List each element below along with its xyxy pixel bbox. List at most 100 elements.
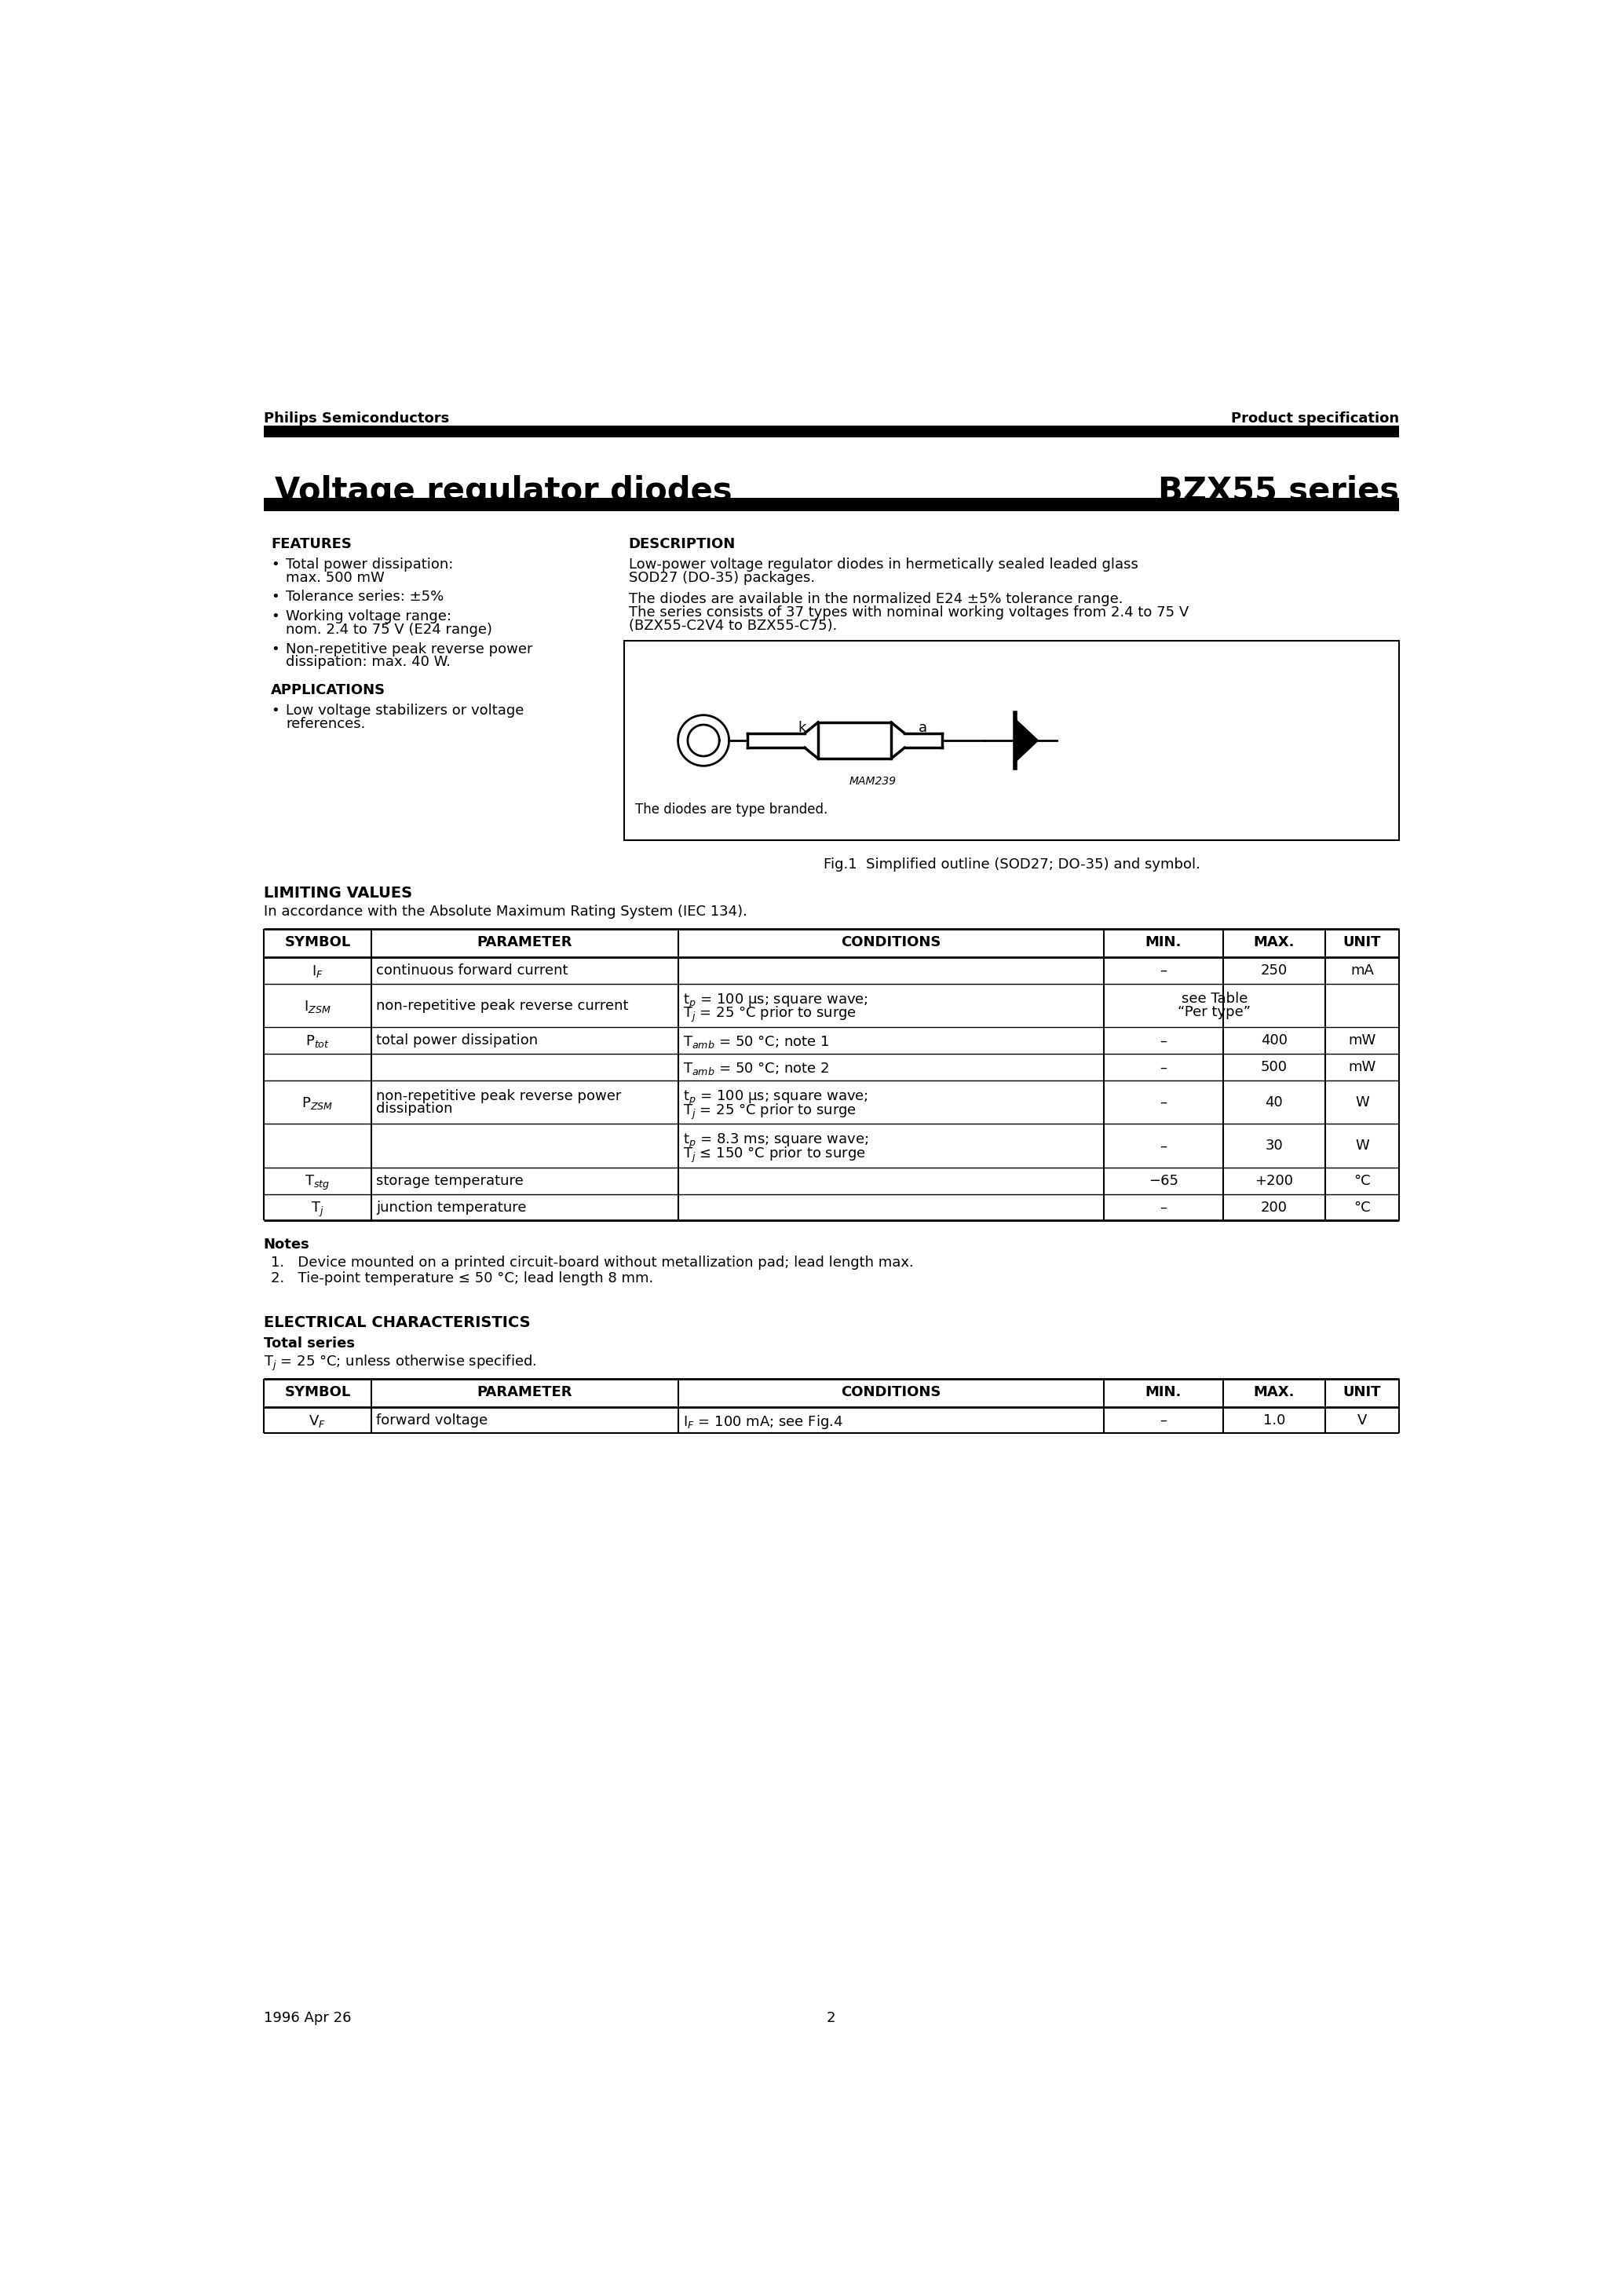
Text: see Table: see Table [1181, 992, 1247, 1006]
Text: storage temperature: storage temperature [376, 1173, 524, 1187]
Text: T$_j$ = 25 °C prior to surge: T$_j$ = 25 °C prior to surge [683, 1006, 856, 1024]
Text: T$_{stg}$: T$_{stg}$ [305, 1173, 331, 1192]
Text: Non-repetitive peak reverse power: Non-repetitive peak reverse power [285, 643, 534, 657]
Text: P$_{ZSM}$: P$_{ZSM}$ [302, 1095, 333, 1111]
Text: T$_j$ = 25 °C; unless otherwise specified.: T$_j$ = 25 °C; unless otherwise specifie… [264, 1355, 537, 1373]
Text: 200: 200 [1260, 1201, 1288, 1215]
Text: °C: °C [1354, 1173, 1371, 1187]
Text: Tolerance series: ±5%: Tolerance series: ±5% [285, 590, 444, 604]
Text: mW: mW [1348, 1061, 1375, 1075]
Text: forward voltage: forward voltage [376, 1414, 488, 1428]
Text: junction temperature: junction temperature [376, 1201, 527, 1215]
Text: dissipation: dissipation [376, 1102, 453, 1116]
Text: °C: °C [1354, 1201, 1371, 1215]
Text: 1.   Device mounted on a printed circuit-board without metallization pad; lead l: 1. Device mounted on a printed circuit-b… [271, 1256, 913, 1270]
Text: k: k [798, 721, 806, 735]
Text: Total power dissipation:: Total power dissipation: [285, 558, 454, 572]
Text: W: W [1354, 1095, 1369, 1109]
Text: total power dissipation: total power dissipation [376, 1033, 539, 1047]
Text: I$_F$: I$_F$ [311, 964, 323, 980]
Text: UNIT: UNIT [1343, 934, 1380, 948]
Text: (BZX55-C2V4 to BZX55-C75).: (BZX55-C2V4 to BZX55-C75). [629, 620, 837, 634]
Text: •: • [271, 590, 279, 604]
Text: FEATURES: FEATURES [271, 537, 352, 551]
Text: I$_{ZSM}$: I$_{ZSM}$ [303, 999, 331, 1015]
Text: W: W [1354, 1139, 1369, 1153]
Text: max. 500 mW: max. 500 mW [285, 572, 384, 585]
Text: •: • [271, 558, 279, 572]
Text: BZX55 series: BZX55 series [1158, 475, 1398, 507]
Text: –: – [1160, 1033, 1166, 1047]
Text: SYMBOL: SYMBOL [284, 934, 350, 948]
Text: –: – [1160, 964, 1166, 978]
Text: The diodes are type branded.: The diodes are type branded. [636, 804, 827, 817]
Text: MAX.: MAX. [1254, 934, 1294, 948]
Text: SYMBOL: SYMBOL [284, 1384, 350, 1398]
Text: –: – [1160, 1061, 1166, 1075]
Text: MIN.: MIN. [1145, 1384, 1181, 1398]
Text: 30: 30 [1265, 1139, 1283, 1153]
Bar [264, 425, 1398, 439]
Text: t$_p$ = 100 μs; square wave;: t$_p$ = 100 μs; square wave; [683, 1088, 868, 1107]
Text: 2: 2 [827, 2011, 835, 2025]
Text: CONDITIONS: CONDITIONS [840, 1384, 941, 1398]
Text: –: – [1160, 1414, 1166, 1428]
Text: “Per type”: “Per type” [1178, 1006, 1251, 1019]
Text: 500: 500 [1260, 1061, 1288, 1075]
Text: references.: references. [285, 716, 365, 730]
Text: UNIT: UNIT [1343, 1384, 1380, 1398]
Text: mW: mW [1348, 1033, 1375, 1047]
Text: •: • [271, 643, 279, 657]
Polygon shape [1015, 719, 1038, 762]
Text: The diodes are available in the normalized E24 ±5% tolerance range.: The diodes are available in the normaliz… [629, 592, 1122, 606]
Text: PARAMETER: PARAMETER [477, 1384, 573, 1398]
Text: P$_{tot}$: P$_{tot}$ [305, 1033, 329, 1049]
Text: T$_j$: T$_j$ [311, 1201, 324, 1219]
Text: Fig.1  Simplified outline (SOD27; DO-35) and symbol.: Fig.1 Simplified outline (SOD27; DO-35) … [824, 856, 1200, 870]
Text: T$_j$ ≤ 150 °C prior to surge: T$_j$ ≤ 150 °C prior to surge [683, 1146, 866, 1164]
Text: continuous forward current: continuous forward current [376, 964, 568, 978]
Text: PARAMETER: PARAMETER [477, 934, 573, 948]
Text: LIMITING VALUES: LIMITING VALUES [264, 886, 412, 900]
Bar [817, 723, 890, 758]
Text: 250: 250 [1260, 964, 1288, 978]
Text: DESCRIPTION: DESCRIPTION [629, 537, 736, 551]
Text: In accordance with the Absolute Maximum Rating System (IEC 134).: In accordance with the Absolute Maximum … [264, 905, 748, 918]
Text: Low-power voltage regulator diodes in hermetically sealed leaded glass: Low-power voltage regulator diodes in he… [629, 558, 1139, 572]
Text: SOD27 (DO-35) packages.: SOD27 (DO-35) packages. [629, 572, 814, 585]
Text: 400: 400 [1260, 1033, 1288, 1047]
Text: MIN.: MIN. [1145, 934, 1181, 948]
Text: Low voltage stabilizers or voltage: Low voltage stabilizers or voltage [285, 703, 524, 719]
Text: CONDITIONS: CONDITIONS [840, 934, 941, 948]
Text: V$_F$: V$_F$ [308, 1414, 326, 1428]
Text: non-repetitive peak reverse power: non-repetitive peak reverse power [376, 1088, 621, 1102]
Text: a: a [918, 721, 928, 735]
Text: Philips Semiconductors: Philips Semiconductors [264, 411, 449, 425]
Text: –: – [1160, 1139, 1166, 1153]
Text: •: • [271, 703, 279, 719]
Text: non-repetitive peak reverse current: non-repetitive peak reverse current [376, 999, 629, 1013]
Text: –: – [1160, 1095, 1166, 1109]
Text: mA: mA [1351, 964, 1374, 978]
Text: nom. 2.4 to 75 V (E24 range): nom. 2.4 to 75 V (E24 range) [285, 622, 493, 636]
Text: MAM239: MAM239 [850, 776, 897, 788]
Text: V: V [1358, 1414, 1367, 1428]
Text: dissipation: max. 40 W.: dissipation: max. 40 W. [285, 654, 451, 670]
Text: Working voltage range:: Working voltage range: [285, 608, 453, 625]
Bar [624, 641, 1398, 840]
Text: Product specification: Product specification [1231, 411, 1398, 425]
Text: t$_p$ = 100 μs; square wave;: t$_p$ = 100 μs; square wave; [683, 992, 868, 1010]
Text: T$_j$ = 25 °C prior to surge: T$_j$ = 25 °C prior to surge [683, 1102, 856, 1120]
Text: +200: +200 [1255, 1173, 1293, 1187]
Text: T$_{amb}$ = 50 °C; note 1: T$_{amb}$ = 50 °C; note 1 [683, 1033, 829, 1049]
Text: t$_p$ = 8.3 ms; square wave;: t$_p$ = 8.3 ms; square wave; [683, 1132, 868, 1150]
Text: −65: −65 [1148, 1173, 1178, 1187]
Text: Notes: Notes [264, 1238, 310, 1251]
Text: MAX.: MAX. [1254, 1384, 1294, 1398]
Text: T$_{amb}$ = 50 °C; note 2: T$_{amb}$ = 50 °C; note 2 [683, 1061, 829, 1077]
Text: –: – [1160, 1201, 1166, 1215]
Text: Total series: Total series [264, 1336, 355, 1350]
Text: 1.0: 1.0 [1264, 1414, 1285, 1428]
Text: I$_F$ = 100 mA; see Fig.4: I$_F$ = 100 mA; see Fig.4 [683, 1414, 843, 1430]
Text: 40: 40 [1265, 1095, 1283, 1109]
